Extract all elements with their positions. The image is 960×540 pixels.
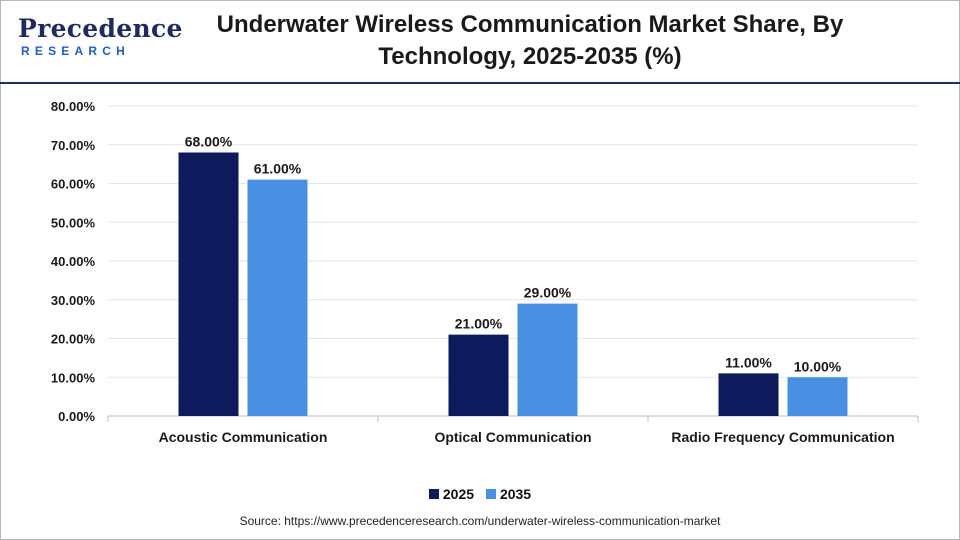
y-tick-label: 80.00%: [51, 99, 96, 114]
source-note: Source: https://www.precedenceresearch.c…: [239, 514, 721, 528]
bar-2025: [718, 373, 779, 416]
bar-2035: [247, 179, 308, 416]
x-category-label: Optical Communication: [434, 429, 591, 445]
data-label: 21.00%: [455, 316, 503, 332]
chart-title-line-2: Technology, 2025-2035 (%): [378, 43, 682, 70]
data-label: 61.00%: [254, 161, 302, 177]
header-divider: [0, 82, 960, 84]
data-label: 29.00%: [524, 285, 572, 301]
logo-wordmark: Precedence: [18, 14, 183, 43]
chart-legend: 2025 2035: [0, 486, 960, 502]
legend-item-2035: 2035: [485, 486, 532, 502]
y-tick-label: 0.00%: [58, 409, 95, 424]
legend-swatch-2035: [485, 489, 496, 499]
legend-item-2025: 2025: [428, 486, 475, 502]
y-tick-label: 30.00%: [51, 293, 96, 308]
y-tick-label: 20.00%: [51, 332, 96, 347]
y-tick-label: 70.00%: [51, 138, 96, 153]
x-category-label: Acoustic Communication: [159, 429, 328, 445]
legend-label-2035: 2035: [499, 486, 532, 502]
header: Precedence RESEARCH Underwater Wireless …: [0, 0, 960, 82]
x-category-label: Radio Frequency Communication: [671, 429, 894, 445]
y-tick-label: 50.00%: [51, 215, 96, 230]
bar-2025: [178, 152, 239, 416]
bar-2025: [448, 334, 509, 416]
legend-swatch-2025: [428, 489, 439, 499]
bar-chart: 0.00% 10.00% 20.00% 30.00% 40.00% 50.00% 60.00…: [51, 99, 919, 445]
chart-title: Underwater Wireless Communication Market…: [200, 9, 860, 73]
legend-label-2025: 2025: [442, 486, 475, 502]
data-label: 11.00%: [725, 354, 772, 370]
y-tick-label: 10.00%: [51, 370, 96, 385]
bar-2035: [787, 377, 848, 416]
bar-2035: [517, 303, 578, 416]
y-tick-label: 40.00%: [51, 254, 96, 269]
data-label: 68.00%: [185, 134, 233, 150]
logo-subtitle: RESEARCH: [21, 44, 130, 58]
chart-title-line-1: Underwater Wireless Communication Market…: [216, 11, 844, 38]
y-tick-label: 60.00%: [51, 177, 96, 192]
brand-logo: Precedence RESEARCH: [18, 14, 182, 64]
data-label: 10.00%: [794, 358, 842, 374]
